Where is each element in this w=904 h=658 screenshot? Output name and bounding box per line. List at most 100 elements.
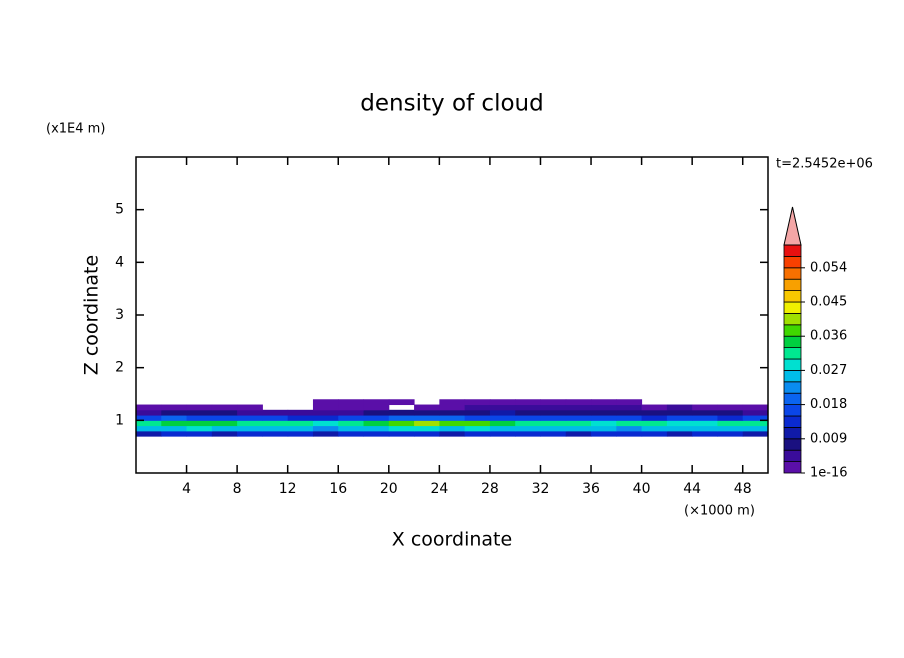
contour-cell	[211, 415, 238, 421]
colorbar-box	[783, 324, 802, 337]
contour-cell	[312, 415, 339, 421]
x-tick-label: 24	[430, 481, 448, 497]
x-tick-label: 48	[734, 481, 752, 497]
colorbar-tick-label: 0.054	[810, 260, 847, 275]
colorbar-box	[783, 426, 802, 440]
x-tick-label: 12	[279, 481, 297, 497]
contour-cell	[186, 430, 213, 437]
contour-cell	[666, 420, 693, 427]
contour-cell	[237, 420, 263, 427]
contour-cell	[161, 420, 188, 427]
contour-cell	[565, 425, 592, 432]
contour-cell	[616, 415, 643, 421]
contour-cell	[439, 420, 466, 427]
contour-cell	[464, 409, 491, 416]
contour-cell	[565, 415, 592, 421]
contour-cell	[388, 430, 415, 437]
colorbar-box	[783, 312, 802, 326]
contour-cell	[515, 399, 541, 406]
contour-cell	[717, 430, 744, 437]
colorbar-box	[783, 369, 802, 383]
contour-cell	[439, 399, 466, 406]
contour-cell	[338, 399, 365, 406]
contour-cell	[540, 430, 567, 437]
contour-cell	[136, 425, 162, 432]
contour-cell	[641, 430, 668, 437]
contour-cell	[439, 404, 466, 411]
contour-cell	[565, 399, 592, 406]
contour-cell	[388, 425, 415, 432]
contour-cell	[211, 430, 238, 437]
contour-cell	[515, 420, 541, 427]
contour-cell	[363, 409, 390, 416]
chart-title: density of cloud	[360, 91, 543, 117]
contour-cell	[136, 420, 162, 427]
contour-cell	[312, 420, 339, 427]
contour-cell	[692, 425, 718, 432]
contour-cell	[186, 415, 213, 421]
contour-cell	[742, 404, 769, 411]
contour-cell	[666, 425, 693, 432]
x-tick-label: 4	[182, 481, 191, 497]
contour-cell	[186, 404, 213, 411]
contour-cell	[363, 425, 390, 432]
contour-cell	[363, 420, 390, 427]
colorbar-tick-label: 0.027	[810, 363, 847, 378]
colorbar-box	[783, 381, 802, 394]
contour-cell	[641, 404, 668, 411]
contour-cell	[616, 430, 643, 437]
contour-cell	[161, 404, 188, 411]
colorbar-box	[783, 358, 802, 371]
contour-cell	[591, 420, 617, 427]
x-tick-label: 20	[380, 481, 398, 497]
contour-cell	[591, 425, 617, 432]
y-axis-label: Z coordinate	[81, 255, 103, 375]
contour-cell	[262, 415, 289, 421]
colorbar-tick-label: 0.045	[810, 295, 847, 310]
contour-cell	[565, 409, 592, 416]
colorbar-tick-label: 0.036	[810, 329, 847, 344]
contour-cell	[666, 415, 693, 421]
x-tick-label: 40	[633, 481, 651, 497]
colorbar-box	[783, 244, 802, 257]
contour-cell	[717, 420, 744, 427]
contour-cell	[161, 409, 188, 416]
contour-cell	[591, 430, 617, 437]
contour-cell	[515, 425, 541, 432]
contour-cell	[388, 420, 415, 427]
contour-cell	[287, 415, 314, 421]
contour-cell	[414, 415, 440, 421]
colorbar-box	[783, 392, 802, 406]
contour-cell	[287, 430, 314, 437]
y-tick-label: 5	[115, 202, 124, 218]
contour-cell	[363, 415, 390, 421]
contour-cell	[388, 409, 415, 416]
contour-cell	[489, 399, 516, 406]
contour-cell	[591, 399, 617, 406]
contour-cell	[717, 425, 744, 432]
contour-cell	[742, 430, 769, 437]
contour-cell	[237, 430, 263, 437]
contour-cell	[388, 415, 415, 421]
contour-cell	[489, 430, 516, 437]
contour-cell	[136, 430, 162, 437]
colorbar-box	[783, 461, 802, 474]
contour-cell	[338, 430, 365, 437]
contour-cell	[692, 415, 718, 421]
contour-cell	[312, 399, 339, 406]
contour-cell	[287, 425, 314, 432]
contour-cell	[540, 420, 567, 427]
colorbar-box	[783, 335, 802, 349]
contour-cell	[742, 425, 769, 432]
contour-cell	[237, 404, 263, 411]
contour-cell	[338, 420, 365, 427]
contour-cell	[161, 415, 188, 421]
contour-cell	[616, 399, 643, 406]
contour-cell	[591, 409, 617, 416]
contour-cell	[464, 404, 491, 411]
colorbar-extension	[783, 206, 802, 246]
contour-cell	[742, 409, 769, 416]
contour-cell	[262, 430, 289, 437]
contour-cell	[717, 415, 744, 421]
contour-cell	[565, 404, 592, 411]
